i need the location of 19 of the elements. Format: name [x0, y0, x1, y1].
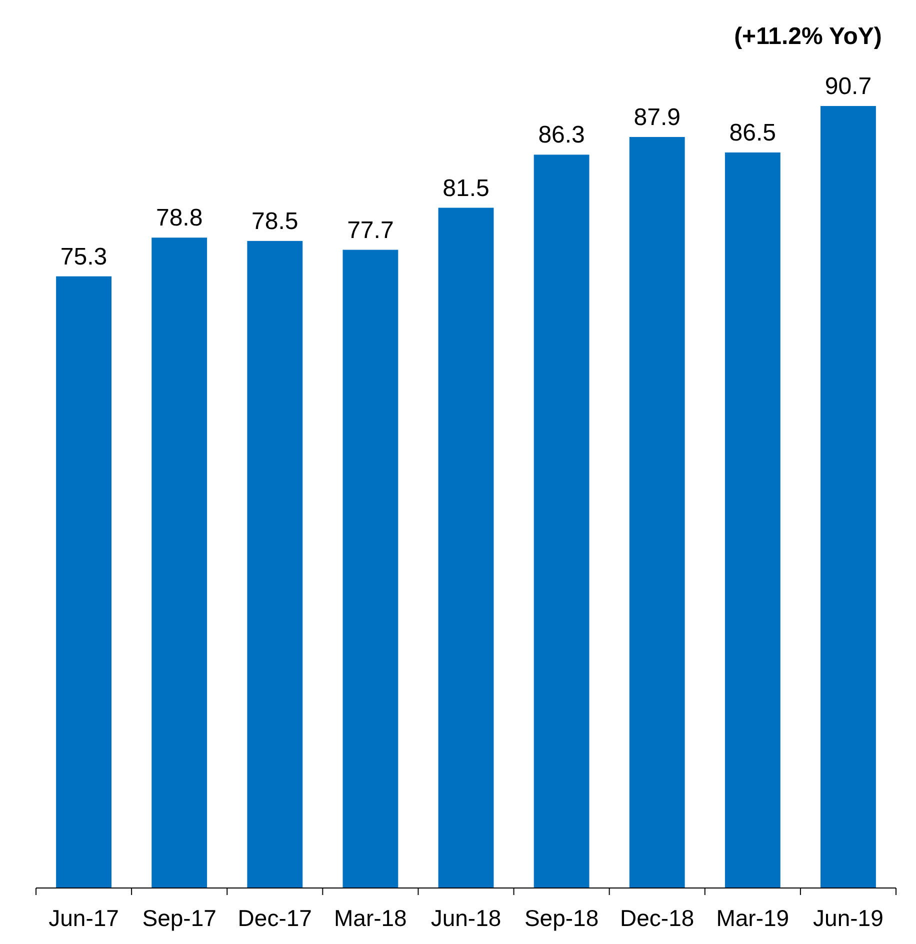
data-label: 75.3: [60, 243, 108, 270]
data-label: 77.7: [347, 216, 394, 244]
data-label: 87.9: [634, 104, 680, 131]
x-tick-label: Mar-19: [716, 905, 790, 931]
x-tick-label: Sep-18: [524, 905, 599, 931]
annotation: (+11.2% YoY): [734, 23, 882, 50]
data-label: 86.5: [729, 119, 776, 146]
x-tick-label: Mar-18: [334, 905, 407, 931]
data-label: 81.5: [442, 174, 490, 202]
data-label: 86.3: [538, 122, 585, 149]
x-tick-label: Dec-17: [238, 905, 312, 931]
x-tick-label: Jun-17: [48, 905, 119, 931]
x-tick-label: Dec-18: [620, 905, 694, 931]
data-label: 78.8: [156, 204, 203, 232]
data-label: 90.7: [824, 73, 872, 100]
x-tick-label: Jun-19: [813, 905, 884, 931]
data-label: 78.5: [252, 208, 298, 235]
x-tick-label: Sep-17: [142, 905, 216, 931]
x-tick-label: Jun-18: [430, 905, 502, 931]
